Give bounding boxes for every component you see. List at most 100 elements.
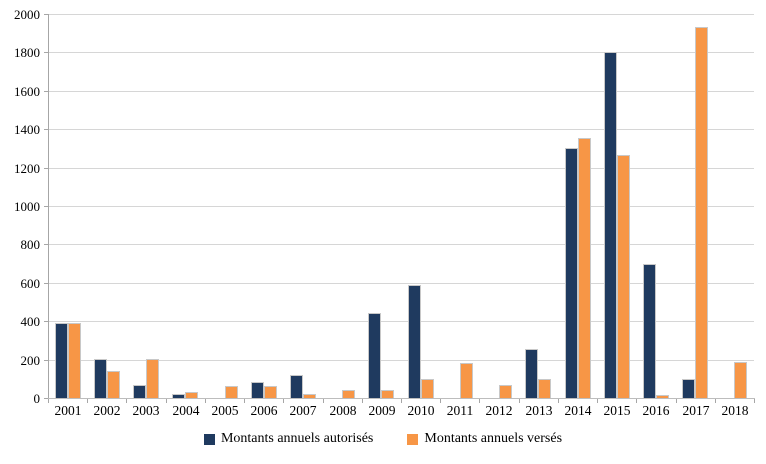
x-axis-tick-label: 2013 bbox=[525, 403, 553, 418]
bar-2016-autorises bbox=[643, 264, 656, 398]
y-axis-tick bbox=[44, 321, 48, 322]
x-axis-tick-label: 2004 bbox=[172, 403, 200, 418]
x-axis-tick bbox=[676, 399, 677, 403]
bar-2011-verses bbox=[460, 363, 473, 398]
bar-2006-autorises bbox=[251, 382, 264, 398]
y-axis-tick bbox=[44, 168, 48, 169]
y-axis-tick bbox=[44, 206, 48, 207]
x-axis-tick bbox=[48, 399, 49, 403]
gridline bbox=[48, 206, 754, 207]
x-axis-tick-label: 2010 bbox=[407, 403, 435, 418]
x-axis-tick bbox=[715, 399, 716, 403]
y-axis-tick-label: 400 bbox=[20, 314, 41, 329]
gridline bbox=[48, 91, 754, 92]
x-axis-tick-label: 2006 bbox=[250, 403, 278, 418]
bar-2004-verses bbox=[185, 392, 198, 398]
bar-2009-verses bbox=[381, 390, 394, 398]
bar-2005-verses bbox=[225, 386, 238, 398]
bar-2013-autorises bbox=[525, 349, 538, 398]
bar-2017-autorises bbox=[682, 379, 695, 398]
y-axis-tick bbox=[44, 244, 48, 245]
x-axis-tick bbox=[323, 399, 324, 403]
bar-2012-verses bbox=[499, 385, 512, 398]
y-axis-tick-label: 1200 bbox=[14, 161, 40, 176]
x-axis-tick-label: 2014 bbox=[564, 403, 592, 418]
y-axis-tick bbox=[44, 398, 48, 399]
gridline bbox=[48, 52, 754, 53]
bar-2015-autorises bbox=[604, 52, 617, 398]
bar-2002-autorises bbox=[94, 359, 107, 398]
gridline bbox=[48, 168, 754, 169]
gridline bbox=[48, 244, 754, 245]
legend-item-autorises: Montants annuels autorisés bbox=[203, 431, 374, 447]
x-axis-tick-label: 2012 bbox=[485, 403, 513, 418]
legend-label-autorises: Montants annuels autorisés bbox=[220, 431, 374, 446]
x-axis-tick-label: 2003 bbox=[132, 403, 160, 418]
x-axis-tick-label: 2002 bbox=[93, 403, 121, 418]
x-axis-tick bbox=[401, 399, 402, 403]
legend-label-verses: Montants annuels versés bbox=[424, 431, 563, 446]
bar-2016-verses bbox=[656, 395, 669, 398]
gridline bbox=[48, 129, 754, 130]
x-axis-tick bbox=[166, 399, 167, 403]
y-axis-tick bbox=[44, 360, 48, 361]
y-axis-tick-label: 2000 bbox=[14, 7, 40, 22]
x-axis bbox=[48, 398, 755, 399]
y-axis-tick bbox=[44, 52, 48, 53]
x-axis-tick bbox=[636, 399, 637, 403]
x-axis-tick-label: 2018 bbox=[721, 403, 749, 418]
x-axis-tick-label: 2011 bbox=[446, 403, 474, 418]
legend-swatch-autorises bbox=[203, 433, 215, 445]
bar-2001-verses bbox=[68, 323, 81, 398]
y-axis-tick-label: 800 bbox=[20, 237, 41, 252]
x-axis-tick-label: 2017 bbox=[682, 403, 710, 418]
bar-2010-verses bbox=[421, 379, 434, 398]
y-axis-tick-label: 1800 bbox=[14, 45, 40, 60]
bar-2014-verses bbox=[578, 138, 591, 398]
x-axis-tick bbox=[283, 399, 284, 403]
legend-swatch-verses bbox=[407, 433, 419, 445]
x-axis-tick-label: 2016 bbox=[642, 403, 670, 418]
y-axis-tick-label: 1600 bbox=[14, 84, 40, 99]
x-axis-tick bbox=[558, 399, 559, 403]
y-axis-tick bbox=[44, 91, 48, 92]
x-axis-tick-label: 2009 bbox=[368, 403, 396, 418]
bar-2007-autorises bbox=[290, 375, 303, 398]
y-axis-tick bbox=[44, 283, 48, 284]
y-axis-tick bbox=[44, 129, 48, 130]
bar-2004-autorises bbox=[172, 394, 185, 398]
y-axis-tick-label: 600 bbox=[20, 276, 41, 291]
gridline bbox=[48, 14, 754, 15]
x-axis-tick-label: 2005 bbox=[211, 403, 239, 418]
x-axis-tick bbox=[205, 399, 206, 403]
bar-2013-verses bbox=[538, 379, 551, 398]
bar-2003-autorises bbox=[133, 385, 146, 398]
y-axis bbox=[48, 14, 49, 398]
x-axis-tick bbox=[362, 399, 363, 403]
bar-2006-verses bbox=[264, 386, 277, 398]
x-axis-tick bbox=[519, 399, 520, 403]
bar-2008-verses bbox=[342, 390, 355, 398]
x-axis-tick bbox=[87, 399, 88, 403]
x-axis-tick-label: 2008 bbox=[329, 403, 357, 418]
bar-2010-autorises bbox=[408, 285, 421, 398]
bar-2007-verses bbox=[303, 394, 316, 398]
bar-2018-verses bbox=[734, 362, 747, 398]
bar-2002-verses bbox=[107, 371, 120, 398]
bar-2009-autorises bbox=[368, 313, 381, 398]
x-axis-tick bbox=[244, 399, 245, 403]
x-axis-tick-label: 2015 bbox=[603, 403, 631, 418]
bar-2015-verses bbox=[617, 155, 630, 398]
y-axis-tick-label: 1000 bbox=[14, 199, 40, 214]
legend: Montants annuels autorisés Montants annue… bbox=[0, 431, 766, 447]
x-axis-tick-label: 2001 bbox=[54, 403, 82, 418]
bar-2003-verses bbox=[146, 359, 159, 398]
y-axis-tick bbox=[44, 14, 48, 15]
x-axis-tick-label: 2007 bbox=[289, 403, 317, 418]
gridline bbox=[48, 321, 754, 322]
legend-item-verses: Montants annuels versés bbox=[407, 431, 562, 447]
bar-2017-verses bbox=[695, 27, 708, 398]
y-axis-tick-label: 200 bbox=[20, 353, 41, 368]
x-axis-tick bbox=[479, 399, 480, 403]
